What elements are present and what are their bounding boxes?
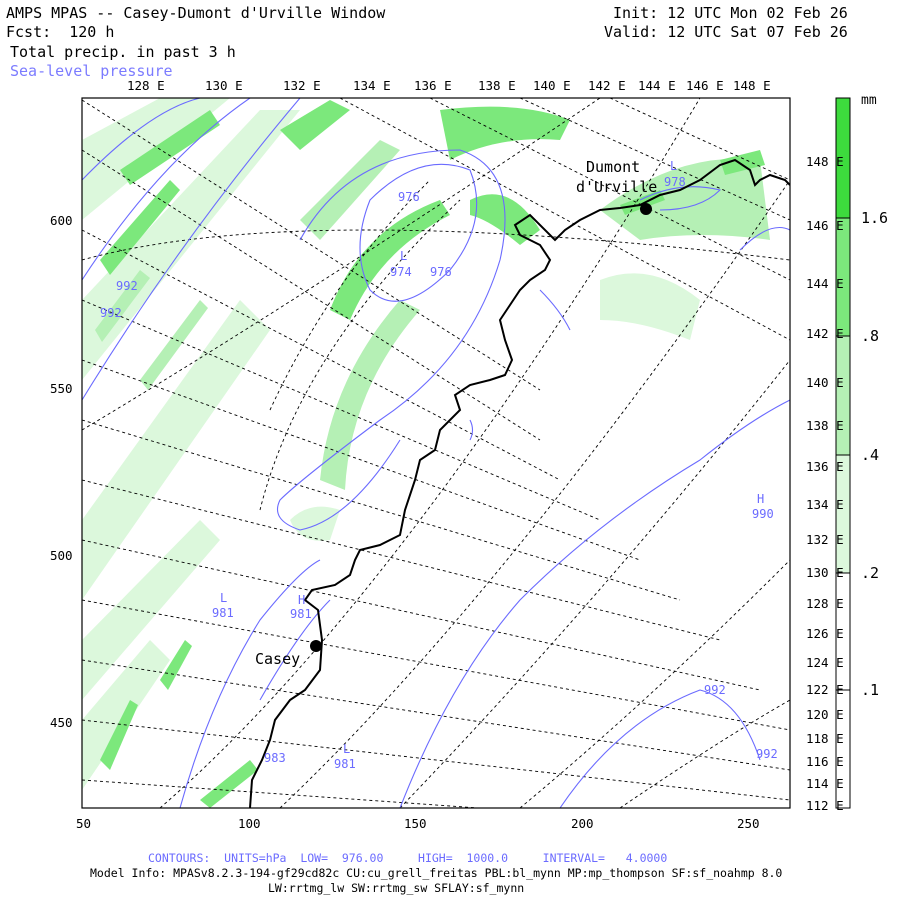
lon-right-134: 134 E: [806, 497, 844, 512]
high-marker-east: H: [757, 492, 764, 506]
low-marker-south: L: [343, 742, 350, 756]
low-marker-dumont: L: [670, 159, 677, 173]
lon-right-116: 116 E: [806, 754, 844, 769]
lon-label-136: 136 E: [414, 78, 452, 93]
high-marker: H: [298, 593, 305, 607]
y-tick-600: 600: [50, 213, 73, 228]
pressure-label-976b: 976: [430, 265, 452, 279]
pressure-label-976: 976: [398, 190, 420, 204]
lon-label-132: 132 E: [283, 78, 321, 93]
lon-label-148: 148 E: [733, 78, 771, 93]
lon-right-130: 130 E: [806, 565, 844, 580]
lon-right-120: 120 E: [806, 707, 844, 722]
lon-right-112: 112 E: [806, 798, 844, 813]
lon-right-136: 136 E: [806, 459, 844, 474]
dumont-label-line1: Dumont: [586, 158, 640, 176]
lon-label-146: 146 E: [686, 78, 724, 93]
init-time: Init: 12 UTC Mon 02 Feb 26: [613, 4, 848, 22]
lon-right-132: 132 E: [806, 532, 844, 547]
contour-info: CONTOURS: UNITS=hPa LOW= 976.00 HIGH= 10…: [148, 851, 668, 865]
lon-label-142: 142 E: [588, 78, 626, 93]
colorbar-unit: mm: [861, 93, 877, 108]
lon-right-118: 118 E: [806, 731, 844, 746]
pressure-label-992: 992: [116, 279, 138, 293]
lon-right-144: 144 E: [806, 276, 844, 291]
lon-right-126: 126 E: [806, 626, 844, 641]
lon-label-130: 130 E: [205, 78, 243, 93]
valid-time: Valid: 12 UTC Sat 07 Feb 26: [604, 23, 848, 41]
pressure-label-983: 983: [264, 751, 286, 765]
low-marker-west: L: [220, 591, 227, 605]
lon-label-140: 140 E: [533, 78, 571, 93]
casey-label: Casey: [255, 650, 300, 668]
casey-station-marker: [310, 640, 322, 652]
model-info-2: LW:rrtmg_lw SW:rrtmg_sw SFLAY:sf_mynn: [268, 881, 525, 895]
pressure-label-992b: 992: [100, 306, 122, 320]
colorbar-label-0.2: .2: [861, 564, 880, 582]
dumont-label-line2: d'Urville: [576, 178, 657, 196]
pressure-label-974: 974: [390, 265, 412, 279]
pressure-label-981-south: 981: [334, 757, 356, 771]
lon-label-134: 134 E: [353, 78, 391, 93]
coastline: [249, 158, 790, 808]
colorbar: [835, 97, 851, 809]
x-tick-150: 150: [404, 816, 427, 831]
low-marker: L: [400, 249, 407, 263]
lon-label-128: 128 E: [127, 78, 165, 93]
lon-right-124: 124 E: [806, 655, 844, 670]
y-tick-500: 500: [50, 548, 73, 563]
lon-right-148: 148 E: [806, 154, 844, 169]
overlay-name: Sea-level pressure: [10, 62, 173, 80]
pressure-label-981: 981: [212, 606, 234, 620]
pressure-label-990: 990: [752, 507, 774, 521]
lon-right-146: 146 E: [806, 218, 844, 233]
colorbar-label-0.4: .4: [861, 446, 880, 464]
lat-lon-grid: [82, 98, 790, 808]
field-name: Total precip. in past 3 h: [10, 43, 236, 61]
pressure-label-992c: 992: [704, 683, 726, 697]
x-tick-50: 50: [76, 816, 92, 831]
colorbar-label-0.1: .1: [861, 681, 880, 699]
model-info: Model Info: MPASv8.2.3-194-gf29cd82c CU:…: [90, 866, 783, 880]
pressure-label-978: 978: [664, 175, 686, 189]
lon-right-114: 114 E: [806, 776, 844, 791]
colorbar-label-1.6: 1.6: [861, 209, 889, 227]
y-tick-450: 450: [50, 715, 73, 730]
map-title: AMPS MPAS -- Casey-Dumont d'Urville Wind…: [6, 4, 386, 22]
x-tick-250: 250: [737, 816, 760, 831]
lon-right-128: 128 E: [806, 596, 844, 611]
lon-right-140: 140 E: [806, 375, 844, 390]
lon-right-142: 142 E: [806, 326, 844, 341]
forecast-hour: Fcst: 120 h: [6, 23, 115, 41]
lon-right-138: 138 E: [806, 418, 844, 433]
lon-right-122: 122 E: [806, 682, 844, 697]
x-tick-100: 100: [238, 816, 261, 831]
x-tick-200: 200: [571, 816, 594, 831]
pressure-contours: [82, 98, 790, 808]
lon-label-144: 144 E: [638, 78, 676, 93]
pressure-label-992d: 992: [756, 747, 778, 761]
dumont-station-marker: [640, 203, 652, 215]
pressure-label-981-high: 981: [290, 607, 312, 621]
y-tick-550: 550: [50, 381, 73, 396]
lon-label-138: 138 E: [478, 78, 516, 93]
precip-shading: [82, 98, 770, 808]
colorbar-label-0.8: .8: [861, 327, 880, 345]
